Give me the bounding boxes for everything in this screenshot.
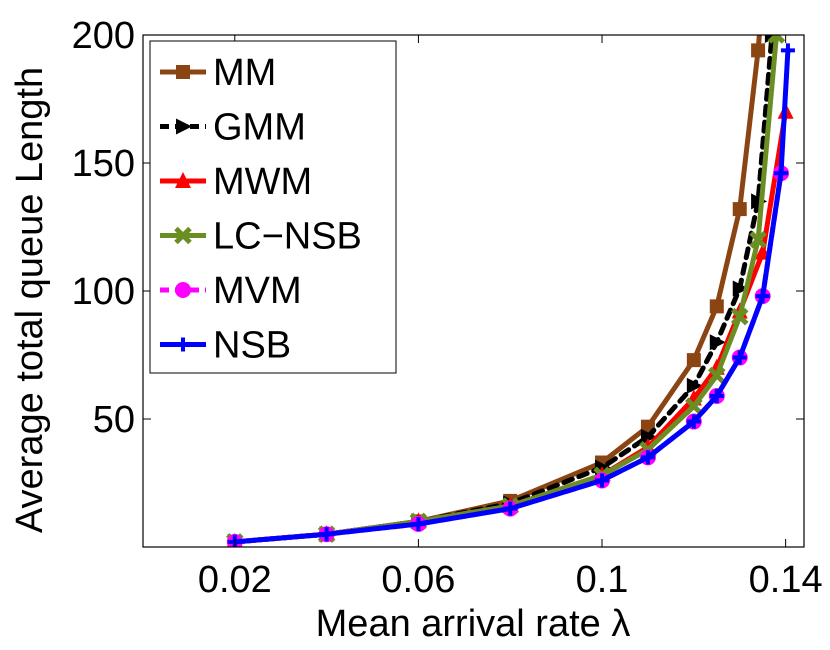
legend-item: MVM [160, 270, 302, 312]
ticks-layer: 0.02 0.06 0.1 0.14 50 100 150 200 [72, 15, 823, 601]
series-line [232, 47, 791, 545]
legend-label: MWM [213, 161, 312, 203]
data-point [686, 377, 703, 394]
legend-item: NSB [160, 325, 291, 367]
data-point [686, 414, 701, 429]
legend-label: MVM [213, 270, 302, 312]
data-point [730, 307, 749, 326]
data-point [767, 35, 786, 44]
data-point [595, 473, 610, 488]
data-point [503, 501, 518, 516]
x-tick-label: 0.1 [576, 559, 629, 601]
legend-marker [175, 282, 191, 298]
data-point [709, 299, 724, 314]
legend-label: LC−NSB [213, 216, 362, 258]
legend-box [149, 40, 397, 374]
legend-item: MM [160, 52, 276, 94]
data-point [411, 516, 426, 531]
legend-label: NSB [213, 325, 291, 367]
y-tick-label: 100 [72, 271, 135, 313]
legend-marker [176, 337, 190, 352]
data-point [319, 527, 334, 542]
series-nsb [227, 43, 795, 547]
data-point [732, 280, 749, 297]
data-point [755, 289, 770, 304]
legend-item: MWM [160, 161, 312, 203]
y-axis-label: Average total queue Length [9, 67, 51, 533]
data-point [774, 166, 789, 181]
series-layer [226, 35, 795, 547]
legend-marker [176, 65, 190, 79]
data-point [732, 202, 747, 217]
x-tick-label: 0.14 [749, 559, 823, 601]
y-tick-label: 200 [72, 15, 135, 57]
y-tick-label: 50 [93, 399, 135, 441]
data-point [709, 334, 726, 351]
legend-item: LC−NSB [160, 216, 362, 258]
data-point [685, 397, 703, 415]
legend-label: GMM [213, 107, 306, 149]
legend: MM GMM MWM LC−NSB MVM NSB [149, 40, 397, 374]
legend-marker [175, 172, 191, 188]
data-point [640, 428, 657, 445]
data-point [708, 366, 726, 385]
legend-label: MM [213, 52, 276, 94]
data-point [749, 231, 767, 249]
legend-marker [176, 118, 192, 135]
data-point [686, 353, 701, 368]
x-tick-label: 0.06 [381, 559, 455, 601]
legend-item: GMM [160, 107, 306, 149]
data-point [751, 43, 766, 58]
x-axis-label: Mean arrival rate λ [316, 603, 631, 645]
x-tick-label: 0.02 [198, 559, 272, 601]
legend-marker [174, 226, 192, 245]
y-tick-label: 150 [72, 143, 135, 185]
data-point [732, 350, 747, 365]
data-point [640, 450, 655, 465]
data-point [780, 43, 795, 58]
data-point [709, 388, 724, 403]
